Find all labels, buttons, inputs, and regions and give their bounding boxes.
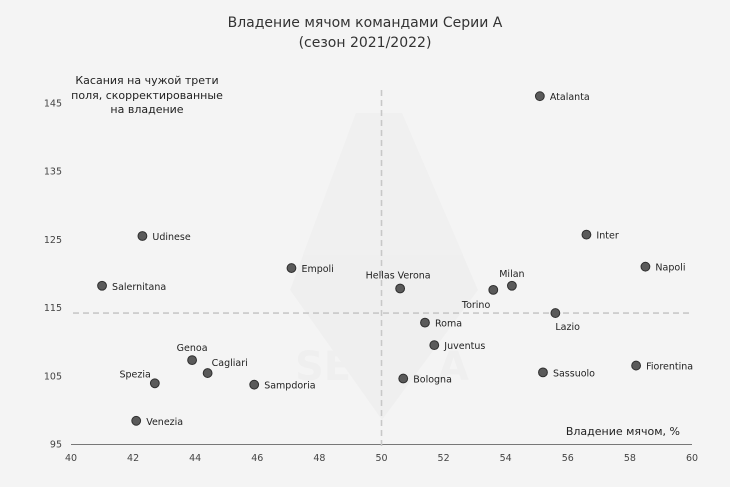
data-point	[534, 91, 545, 102]
data-point	[395, 283, 406, 294]
data-points: Atalanta Inter Napoli Udinese Empoli Salernit…	[97, 91, 693, 428]
x-tick-label: 56	[562, 453, 574, 464]
point-label: Roma	[435, 319, 462, 330]
y-axis-label-line1: Касания на чужой трети	[75, 74, 218, 87]
point-label: Salernitana	[112, 282, 166, 293]
point-label: Genoa	[177, 343, 208, 354]
x-tick-label: 54	[500, 453, 512, 464]
point-label: Cagliari	[212, 358, 248, 369]
x-tick-label: 48	[313, 453, 325, 464]
point-label: Milan	[499, 269, 524, 280]
y-tick-label: 115	[44, 303, 62, 314]
x-tick-label: 58	[624, 453, 636, 464]
y-tick-label: 145	[44, 99, 62, 110]
data-point	[131, 415, 142, 426]
data-point	[631, 360, 642, 371]
point-label: Sassuolo	[553, 368, 595, 379]
y-tick-label: 95	[50, 440, 62, 451]
data-point	[97, 280, 107, 291]
y-ticks: 95 105 115 125 135 145	[44, 99, 62, 451]
data-point	[249, 379, 260, 390]
data-point	[187, 355, 197, 366]
data-point	[202, 368, 213, 378]
point-label: Torino	[461, 300, 491, 311]
x-tick-label: 42	[127, 453, 139, 464]
data-point	[398, 373, 409, 384]
point-label: Hellas Verona	[366, 271, 431, 282]
x-axis-label: Владение мячом, %	[566, 425, 680, 438]
data-point	[550, 308, 561, 318]
data-point	[149, 378, 160, 389]
y-tick-label: 125	[44, 235, 62, 246]
chart-title-line1: Владение мячом командами Серии А	[228, 15, 503, 31]
data-point	[640, 261, 651, 272]
x-tick-label: 52	[438, 453, 450, 464]
reference-lines	[73, 90, 692, 446]
x-ticks: 40 42 44 46 48 50 52 54 56 58 60	[65, 453, 698, 464]
data-point	[488, 284, 499, 295]
x-tick-label: 40	[65, 453, 77, 464]
point-label: Spezia	[119, 369, 150, 380]
point-label: Bologna	[413, 375, 452, 386]
point-label: Lazio	[555, 322, 580, 333]
point-label: Udinese	[152, 232, 190, 243]
y-tick-label: 105	[44, 371, 62, 382]
point-label: Juventus	[443, 341, 485, 352]
point-label: Inter	[596, 231, 618, 242]
chart-title-line2: (сезон 2021/2022)	[299, 35, 432, 51]
data-point	[286, 263, 297, 273]
point-label: Napoli	[655, 263, 685, 274]
data-point	[538, 367, 548, 378]
y-axis-label-line3: на владение	[110, 103, 183, 116]
point-label: Sampdoria	[264, 381, 315, 392]
y-axis-label-line2: поля, скорректированные	[71, 89, 223, 102]
point-label: Atalanta	[550, 92, 590, 103]
data-point	[429, 340, 440, 351]
x-tick-label: 46	[251, 453, 263, 464]
x-tick-label: 50	[375, 453, 387, 464]
y-tick-label: 135	[44, 167, 62, 178]
data-point	[137, 231, 148, 241]
data-point	[581, 229, 592, 240]
point-label: Empoli	[301, 264, 333, 275]
point-label: Fiorentina	[646, 362, 693, 373]
data-point	[420, 317, 430, 328]
x-tick-label: 44	[189, 453, 201, 464]
x-tick-label: 60	[686, 453, 698, 464]
point-label: Venezia	[146, 417, 183, 428]
data-point	[507, 280, 517, 291]
